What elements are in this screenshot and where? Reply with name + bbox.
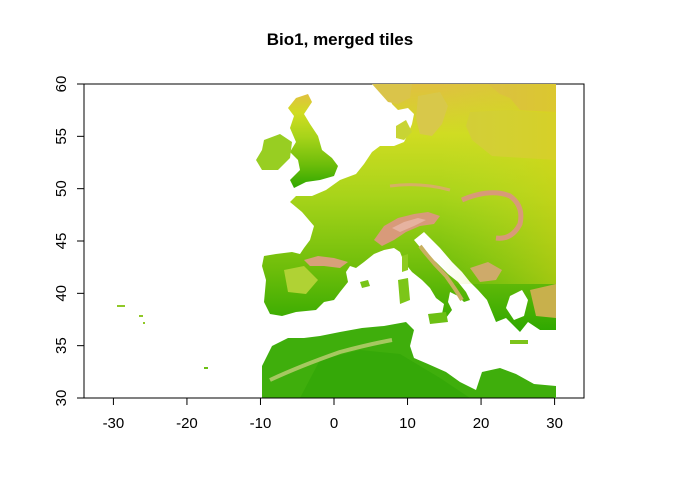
land-madeira <box>204 367 208 369</box>
mountain-anatolia <box>530 284 556 318</box>
x-tick-label: 10 <box>399 415 416 432</box>
y-axis: 30 35 40 45 50 55 60 <box>53 76 85 407</box>
mountain-balkans <box>470 262 502 282</box>
mountain-alps-core <box>392 218 426 232</box>
x-tick-label: -30 <box>103 415 125 432</box>
land-azores-1 <box>117 305 125 307</box>
y-tick-label: 30 <box>53 390 70 407</box>
land-ireland <box>256 134 292 170</box>
mountain-carpathians <box>461 190 524 241</box>
land-azores-3 <box>143 322 145 324</box>
land-sardinia <box>398 278 410 304</box>
land-balearics <box>360 280 370 288</box>
mountain-upland-central <box>389 183 451 192</box>
water-aegean <box>506 290 528 320</box>
y-tick-label: 40 <box>53 285 70 302</box>
land-sicily <box>428 312 448 324</box>
mountain-apennines <box>418 244 464 302</box>
x-tick-label: -20 <box>176 415 198 432</box>
plot-title: Bio1, merged tiles <box>266 30 414 49</box>
x-tick-label: 20 <box>473 415 490 432</box>
y-tick-label: 50 <box>53 180 70 197</box>
x-tick-label: 30 <box>546 415 563 432</box>
land-scandinavia <box>372 84 412 104</box>
land-great-britain <box>288 94 338 188</box>
land-azores-2 <box>139 315 143 317</box>
mountain-iberia <box>284 266 318 294</box>
land-crete <box>510 340 528 344</box>
land-raster <box>117 84 556 398</box>
mountain-pyrenees <box>304 256 348 268</box>
x-tick-label: -10 <box>250 415 272 432</box>
land-sahara-interior <box>300 350 470 398</box>
y-tick-label: 35 <box>53 337 70 354</box>
land-corsica <box>402 254 408 272</box>
land-denmark <box>396 120 412 140</box>
y-tick-label: 60 <box>53 76 70 93</box>
x-axis: -30 -20 -10 0 10 20 30 <box>103 397 563 432</box>
y-tick-label: 45 <box>53 233 70 250</box>
east-overlay <box>440 84 556 284</box>
y-tick-label: 55 <box>53 128 70 145</box>
x-tick-label: 0 <box>330 415 338 432</box>
mountain-atlas <box>269 338 393 382</box>
